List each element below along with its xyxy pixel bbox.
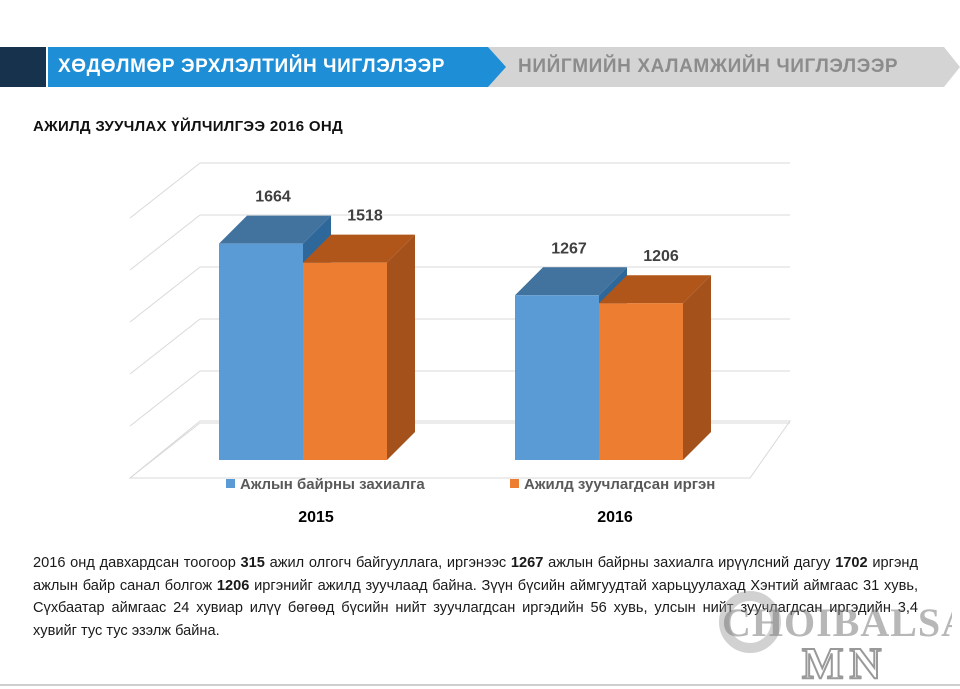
legend-swatch (510, 479, 519, 488)
grid-diagonal (129, 318, 201, 375)
footer-divider (0, 684, 960, 686)
chart-title: АЖИЛД ЗУУЧЛАХ ҮЙЛЧИЛГЭЭ 2016 ОНД (33, 118, 343, 135)
chart-legend: Ажлын байрны захиалга Ажилд зуучлагдсан и… (226, 476, 715, 493)
bar-top (599, 275, 711, 304)
grid-diagonal (129, 214, 201, 271)
legend-label: Ажлын байрны захиалга (240, 476, 425, 493)
grid-diagonal (129, 162, 201, 219)
legend-swatch (226, 479, 235, 488)
bar-top (219, 215, 331, 244)
description-paragraph: 2016 онд давхардсан тоогоор 315 ажил олг… (33, 555, 919, 639)
data-label: 1664 (255, 189, 291, 206)
watermark-line1: CHOIBALSAN (722, 600, 952, 645)
bar-2015-s1 (219, 243, 303, 460)
category-label: 2015 (298, 509, 334, 526)
offered-count: 1702 (835, 555, 868, 571)
tab-active-label[interactable]: ХӨДӨЛМӨР ЭРХЛЭЛТИЙН ЧИГЛЭЛЭЭР (58, 56, 446, 77)
grid-diagonal (129, 266, 201, 323)
bar-2015-s2 (303, 262, 387, 460)
bar-side (387, 234, 415, 460)
chart-floor (128, 420, 791, 479)
chart-bars (219, 215, 711, 460)
bar-side (683, 275, 711, 460)
bar-2016-s2 (599, 303, 683, 460)
choibalsan-watermark-logo: CHOIBALSAN MN (719, 591, 952, 683)
data-label: 1206 (643, 248, 679, 265)
data-label: 1518 (347, 208, 383, 225)
chart-categories: 2015 2016 (298, 509, 633, 526)
orders-count: 1267 (510, 555, 544, 571)
bar-top (303, 234, 415, 263)
category-label: 2016 (597, 509, 633, 526)
tab-active-shape[interactable] (48, 47, 506, 87)
tab-inactive-label[interactable]: НИЙГМИЙН ХАЛАМЖИЙН ЧИГЛЭЛЭЭР (518, 56, 899, 77)
data-label: 1267 (551, 240, 587, 257)
tab-inactive-shape[interactable] (488, 47, 960, 87)
section-banner (0, 47, 960, 87)
bar-2016-s1 (515, 295, 599, 460)
legend-label: Ажилд зуучлагдсан иргэн (524, 476, 715, 493)
placed-count: 1206 (216, 577, 250, 594)
watermark-line2: MN (802, 639, 887, 683)
grid-diagonal (129, 370, 201, 427)
banner-left-block (0, 47, 46, 87)
bar-top (515, 267, 627, 296)
chart-labels: 1664 1267 1518 1206 (255, 189, 679, 266)
org-count: 315 (240, 555, 265, 571)
